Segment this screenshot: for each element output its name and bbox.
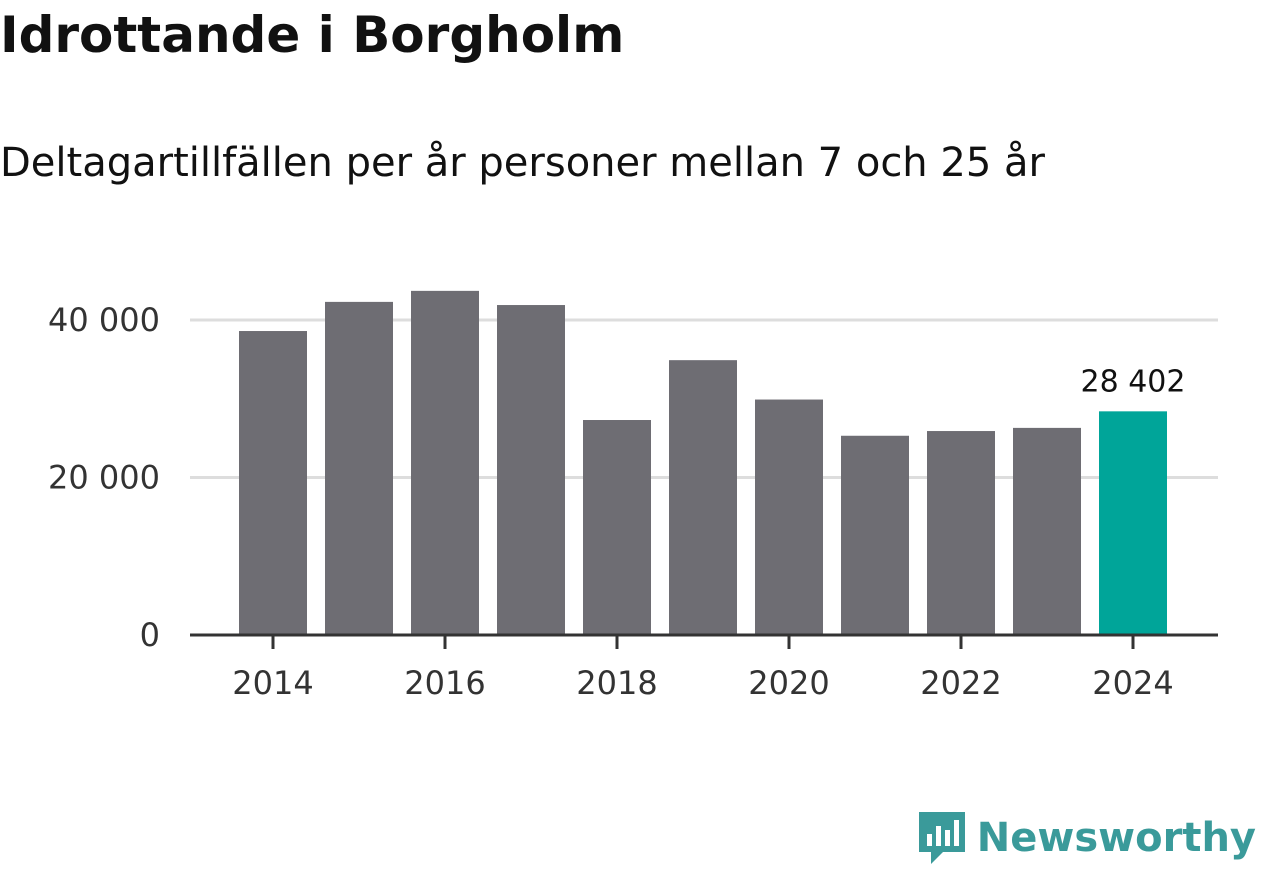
bar-2023: [1013, 427, 1081, 635]
y-tick-label: 40 000: [48, 301, 160, 339]
bar-2014: [239, 331, 307, 635]
chart-title: Idrottande i Borgholm: [0, 6, 625, 64]
bars: [239, 290, 1167, 635]
bar-chart-logo-icon: [918, 812, 965, 864]
brand-name: Newsworthy: [976, 815, 1256, 861]
x-tick-label: 2014: [232, 664, 313, 702]
bar-2020: [755, 399, 823, 635]
bar-2019: [669, 360, 737, 635]
x-tick-label: 2020: [748, 664, 829, 702]
chart-subtitle: Deltagartillfällen per år personer mella…: [0, 140, 1045, 186]
x-tick-label: 2016: [404, 664, 485, 702]
y-tick-label: 20 000: [48, 459, 160, 497]
bar-2018: [583, 420, 651, 635]
bar-2022: [927, 431, 995, 635]
axes: [190, 633, 1218, 649]
x-tick-label: 2024: [1092, 664, 1173, 702]
bar-2021: [841, 435, 909, 635]
bar-2024: [1099, 411, 1167, 635]
value-label: 28 402: [1081, 364, 1186, 399]
newsworthy-logo: Newsworthy: [917, 807, 1256, 869]
labels: 0 20 000 40 000 28 402 2014 2016 2018 2020 2022 2…: [48, 301, 1185, 702]
bar-2015: [325, 301, 393, 635]
x-tick-label: 2018: [576, 664, 657, 702]
x-tick-label: 2022: [920, 664, 1001, 702]
bar-2016: [411, 290, 479, 635]
y-tick-label: 0: [140, 616, 160, 654]
bar-2017: [497, 305, 565, 635]
